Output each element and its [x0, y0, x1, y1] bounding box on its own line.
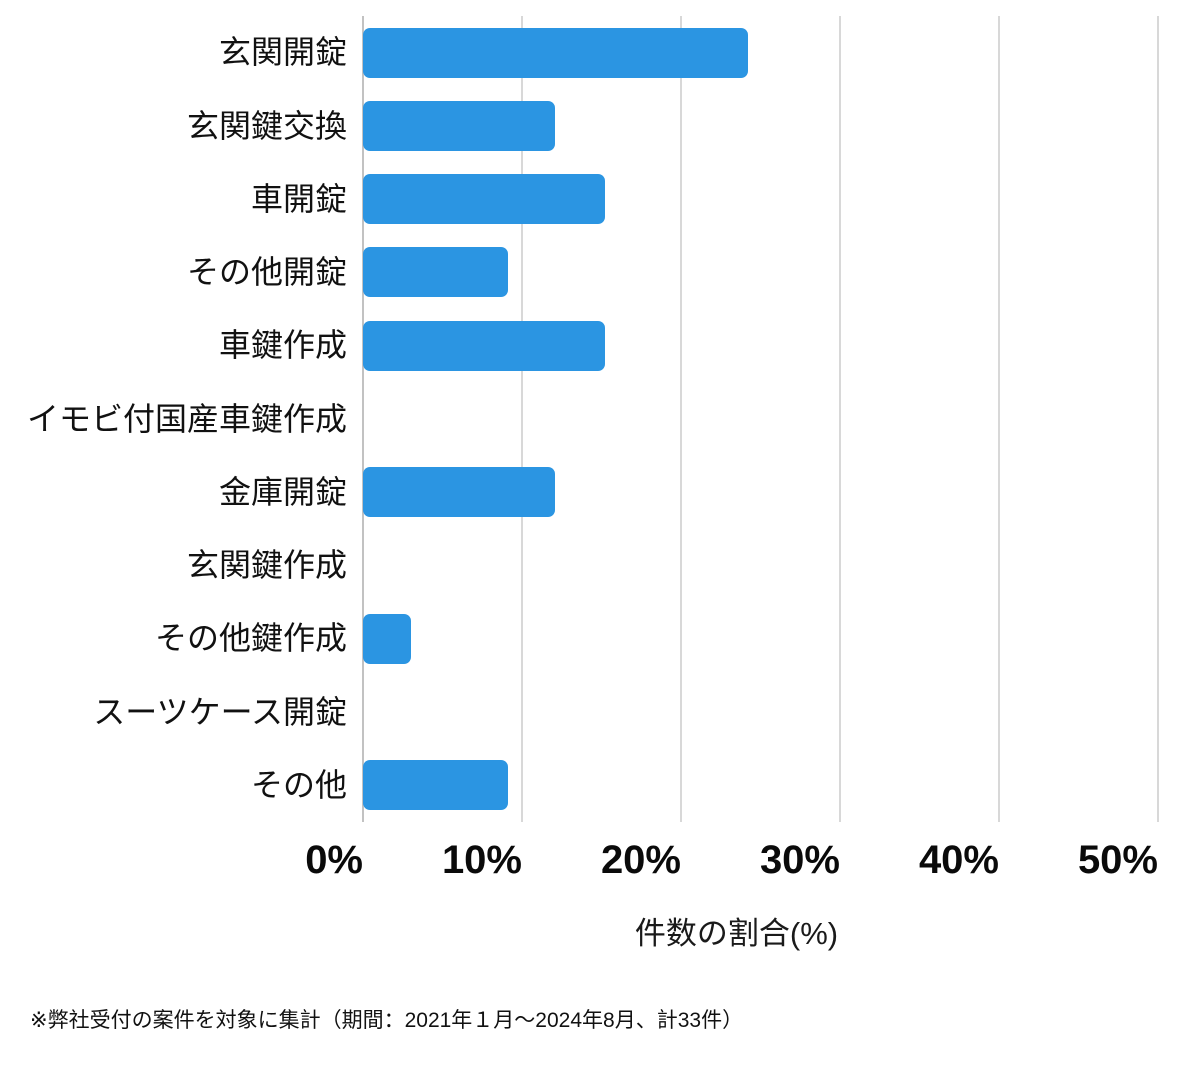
- category-label: 玄関開錠: [218, 34, 347, 71]
- category-label: イモビ付国産車鍵作成: [26, 400, 347, 437]
- x-tick-label: 20%: [600, 838, 681, 882]
- category-label: 車開錠: [250, 180, 347, 217]
- bar-row: 玄関鍵交換: [0, 89, 1158, 162]
- bar-rows: 玄関開錠玄関鍵交換車開錠その他開錠車鍵作成イモビ付国産車鍵作成金庫開錠玄関鍵作成…: [0, 16, 1158, 822]
- category-label: その他: [250, 766, 347, 803]
- category-label: 玄関鍵交換: [186, 107, 347, 144]
- bar-row: 玄関開錠: [0, 16, 1158, 89]
- bar: [363, 760, 508, 811]
- bar-row: イモビ付国産車鍵作成: [0, 382, 1158, 455]
- bar-row: 車開錠: [0, 163, 1158, 236]
- x-tick-label: 30%: [759, 838, 840, 882]
- category-label: その他鍵作成: [154, 620, 347, 657]
- bar-row: 玄関鍵作成: [0, 529, 1158, 602]
- bar-row: その他: [0, 749, 1158, 822]
- category-label: その他開錠: [186, 254, 347, 291]
- gridline: [521, 16, 523, 822]
- bar-row: その他開錠: [0, 236, 1158, 309]
- category-label: 車鍵作成: [218, 327, 347, 364]
- x-tick-label: 50%: [1077, 838, 1158, 882]
- x-axis-ticks: 0% 10% 20% 30% 40% 50%: [0, 838, 1200, 888]
- gridline: [998, 16, 1000, 822]
- category-label: 玄関鍵作成: [186, 547, 347, 584]
- x-tick-label: 40%: [918, 838, 999, 882]
- bar-row: 車鍵作成: [0, 309, 1158, 382]
- gridline: [839, 16, 841, 822]
- bar: [363, 613, 411, 664]
- category-label: 金庫開錠: [218, 473, 347, 510]
- bar-row: その他鍵作成: [0, 602, 1158, 675]
- bar: [363, 100, 556, 151]
- footnote: ※弊社受付の案件を対象に集計（期間：2021年１月〜2024年8月、計33件）: [30, 1009, 744, 1032]
- bar-row: スーツケース開錠: [0, 675, 1158, 748]
- x-axis-title: 件数の割合(%): [634, 916, 839, 951]
- bar: [363, 320, 605, 371]
- y-axis-zero-line: [362, 16, 364, 822]
- x-tick-label: 10%: [441, 838, 522, 882]
- bar-row: 金庫開錠: [0, 456, 1158, 529]
- x-tick-label: 0%: [305, 838, 363, 882]
- plot-area: [362, 16, 1159, 822]
- bar: [363, 27, 748, 78]
- bar: [363, 467, 556, 518]
- category-label: スーツケース開錠: [93, 693, 347, 730]
- bar: [363, 174, 605, 225]
- bar: [363, 247, 508, 298]
- gridline: [1157, 16, 1159, 822]
- gridline: [680, 16, 682, 822]
